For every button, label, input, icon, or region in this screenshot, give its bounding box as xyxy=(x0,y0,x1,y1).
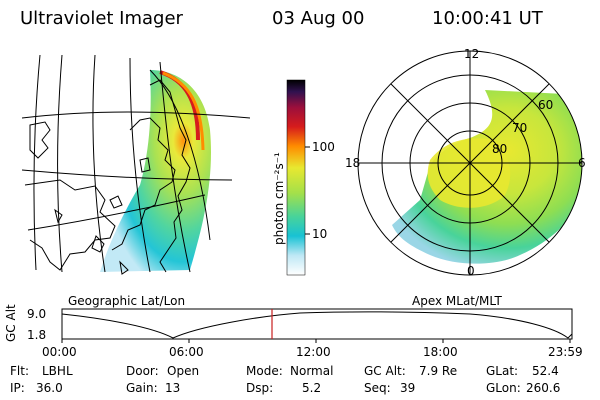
time-tick-1800: 18:00 xyxy=(423,345,458,359)
polar-label-top: 12 xyxy=(464,47,480,61)
door-label: Door: xyxy=(126,364,159,378)
door-value: Open xyxy=(167,364,200,378)
glat-label: GLat: xyxy=(486,364,519,378)
instrument-title: Ultraviolet Imager xyxy=(20,8,183,29)
colorbar-tick-10: 10 xyxy=(312,227,328,241)
aurora-emission-left xyxy=(100,70,211,272)
geographic-panel-label: Geographic Lat/Lon xyxy=(68,294,186,308)
seq-label: Seq: xyxy=(364,381,391,395)
dsp-label: Dsp: xyxy=(246,381,274,395)
time-tick-2359: 23:59 xyxy=(548,345,583,359)
polar-plot-panel xyxy=(357,50,583,276)
altitude-ylabel: GC Alt xyxy=(4,304,18,342)
mode-label: Mode: xyxy=(246,364,283,378)
flt-label: Flt: xyxy=(10,364,29,378)
colorbar-tick-100: 100 xyxy=(312,140,335,154)
lat-ring-60: 60 xyxy=(538,98,554,112)
colorbar xyxy=(286,79,310,276)
time-tick-1200: 12:00 xyxy=(296,345,331,359)
colorbar-unit-label: photon cm⁻²s⁻¹ xyxy=(272,152,286,245)
glat-value: 52.4 xyxy=(532,364,559,378)
date-label: 03 Aug 00 xyxy=(272,8,365,29)
ip-label: IP: xyxy=(10,381,25,395)
glon-label: GLon: xyxy=(486,381,521,395)
coastlines xyxy=(24,79,191,275)
gain-label: Gain: xyxy=(126,381,158,395)
flt-value: LBHL xyxy=(42,364,73,378)
graticule-lines xyxy=(22,54,251,273)
geographic-map-panel xyxy=(22,54,251,275)
gain-value: 13 xyxy=(165,381,181,395)
altitude-ytick-low: 1.8 xyxy=(27,328,47,342)
seq-value: 39 xyxy=(400,381,416,395)
gcalt-value: 7.9 Re xyxy=(419,364,458,378)
gcalt-label: GC Alt: xyxy=(364,364,406,378)
altitude-ytick-high: 9.0 xyxy=(27,307,47,321)
mode-value: Normal xyxy=(290,364,334,378)
polar-label-bottom: 0 xyxy=(467,264,475,278)
time-tick-0600: 06:00 xyxy=(169,345,204,359)
apex-panel-label: Apex MLat/MLT xyxy=(412,294,502,308)
ip-value: 36.0 xyxy=(36,381,63,395)
time-tick-0000: 00:00 xyxy=(42,345,77,359)
time-label: 10:00:41 UT xyxy=(432,8,543,29)
lat-ring-70: 70 xyxy=(512,121,528,135)
polar-label-left: 18 xyxy=(345,156,361,170)
lat-ring-80: 80 xyxy=(492,142,508,156)
altitude-plot xyxy=(61,308,573,343)
polar-label-right: 6 xyxy=(578,156,586,170)
altitude-curve xyxy=(61,311,573,339)
glon-value: 260.6 xyxy=(526,381,561,395)
dsp-value: 5.2 xyxy=(302,381,322,395)
